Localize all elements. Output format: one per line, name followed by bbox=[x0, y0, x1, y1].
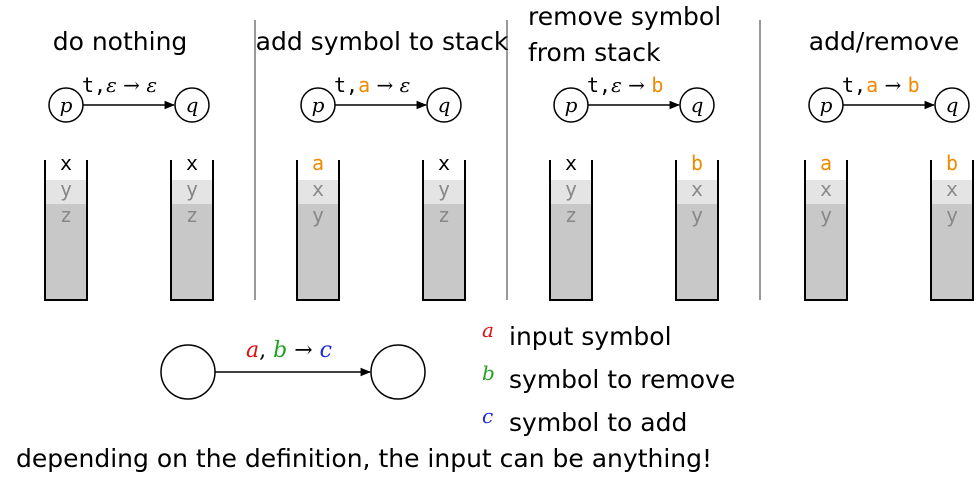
legend-state-from bbox=[160, 344, 216, 400]
stack-before-symbol: y bbox=[60, 177, 72, 201]
stack-after-top-symbol: x bbox=[186, 151, 198, 175]
legend-text-a: input symbol bbox=[509, 322, 672, 351]
stack-before-symbol: y bbox=[820, 203, 832, 227]
stack-after-symbol: y bbox=[438, 177, 450, 201]
panel-title: add symbol to stack bbox=[256, 27, 509, 56]
stack-before-outline bbox=[804, 160, 848, 301]
stack-before: axy bbox=[296, 151, 340, 301]
stack-before-top-symbol: a bbox=[820, 151, 832, 175]
legend: a, b → c a input symbol b symbol to remove c s… bbox=[160, 318, 735, 437]
state-p-label: p bbox=[312, 93, 325, 117]
transition-label: t,a → ε bbox=[334, 73, 410, 97]
stack-before-outline bbox=[549, 160, 593, 301]
stack-before: xyz bbox=[44, 151, 88, 301]
stack-before-top-band bbox=[550, 180, 592, 204]
stack-before: xyz bbox=[549, 151, 593, 301]
stack-after-outline bbox=[422, 160, 466, 301]
stack-after-symbol: z bbox=[438, 203, 450, 227]
stack-before-top-symbol: x bbox=[60, 151, 72, 175]
stack-before-symbol: z bbox=[60, 203, 72, 227]
panel-title: do nothing bbox=[53, 27, 188, 56]
stack-after-symbol: y bbox=[946, 203, 958, 227]
stack-before-top-symbol: a bbox=[312, 151, 324, 175]
stack-before-symbol: z bbox=[565, 203, 577, 227]
stack-after: bxy bbox=[675, 151, 719, 301]
state-q-label: q bbox=[186, 93, 199, 117]
stack-after-symbol: z bbox=[186, 203, 198, 227]
stack-before-top-symbol: x bbox=[565, 151, 577, 175]
stack-before-outline bbox=[44, 160, 88, 301]
stack-after-top-band bbox=[676, 180, 718, 204]
legend-symbol-b: b bbox=[482, 361, 495, 385]
stack-after-top-band bbox=[931, 180, 973, 204]
stack-after-top-band bbox=[423, 180, 465, 204]
stack-after-outline bbox=[930, 160, 974, 301]
stack-after-top-symbol: b bbox=[946, 151, 958, 175]
stack-after-symbol: y bbox=[691, 203, 703, 227]
transition-label: t,a → b bbox=[842, 73, 920, 97]
stack-before-symbol: y bbox=[312, 203, 324, 227]
transition-label: t,ε → ε bbox=[82, 73, 157, 97]
state-q-label: q bbox=[946, 93, 959, 117]
legend-text-c: symbol to add bbox=[509, 408, 687, 437]
legend-text-b: symbol to remove bbox=[509, 365, 735, 394]
stack-after-symbol: y bbox=[186, 177, 198, 201]
stack-after: bxy bbox=[930, 151, 974, 301]
state-p-label: p bbox=[820, 93, 833, 117]
panel-title: add/remove bbox=[809, 27, 959, 56]
stack-before: axy bbox=[804, 151, 848, 301]
panel-title-line: remove symbol bbox=[528, 2, 721, 31]
legend-symbol-a: a bbox=[482, 318, 494, 342]
stack-after-top-symbol: b bbox=[691, 151, 703, 175]
stack-before-top-band bbox=[45, 180, 87, 204]
legend-edge-label: a, b → c bbox=[246, 338, 332, 363]
stack-after: xyz bbox=[422, 151, 466, 301]
stack-after-top-band bbox=[171, 180, 213, 204]
stack-after-outline bbox=[675, 160, 719, 301]
state-q-label: q bbox=[438, 93, 451, 117]
transition-label: t,ε → b bbox=[587, 73, 663, 97]
state-q-label: q bbox=[691, 93, 704, 117]
stack-before-symbol: x bbox=[312, 177, 324, 201]
stack-before-top-band bbox=[805, 180, 847, 204]
stack-before-symbol: y bbox=[565, 177, 577, 201]
stack-after-top-symbol: x bbox=[438, 151, 450, 175]
state-p-label: p bbox=[565, 93, 578, 117]
stack-after-symbol: x bbox=[691, 177, 703, 201]
stack-after-outline bbox=[170, 160, 214, 301]
footer-note: depending on the definition, the input c… bbox=[16, 444, 712, 473]
panel-title-line: from stack bbox=[528, 38, 661, 67]
stack-before-outline bbox=[296, 160, 340, 301]
stack-after: xyz bbox=[170, 151, 214, 301]
state-p-label: p bbox=[60, 93, 73, 117]
legend-state-to bbox=[370, 344, 426, 400]
stack-before-top-band bbox=[297, 180, 339, 204]
stack-after-symbol: x bbox=[946, 177, 958, 201]
stack-before-symbol: x bbox=[820, 177, 832, 201]
legend-symbol-c: c bbox=[482, 404, 493, 428]
